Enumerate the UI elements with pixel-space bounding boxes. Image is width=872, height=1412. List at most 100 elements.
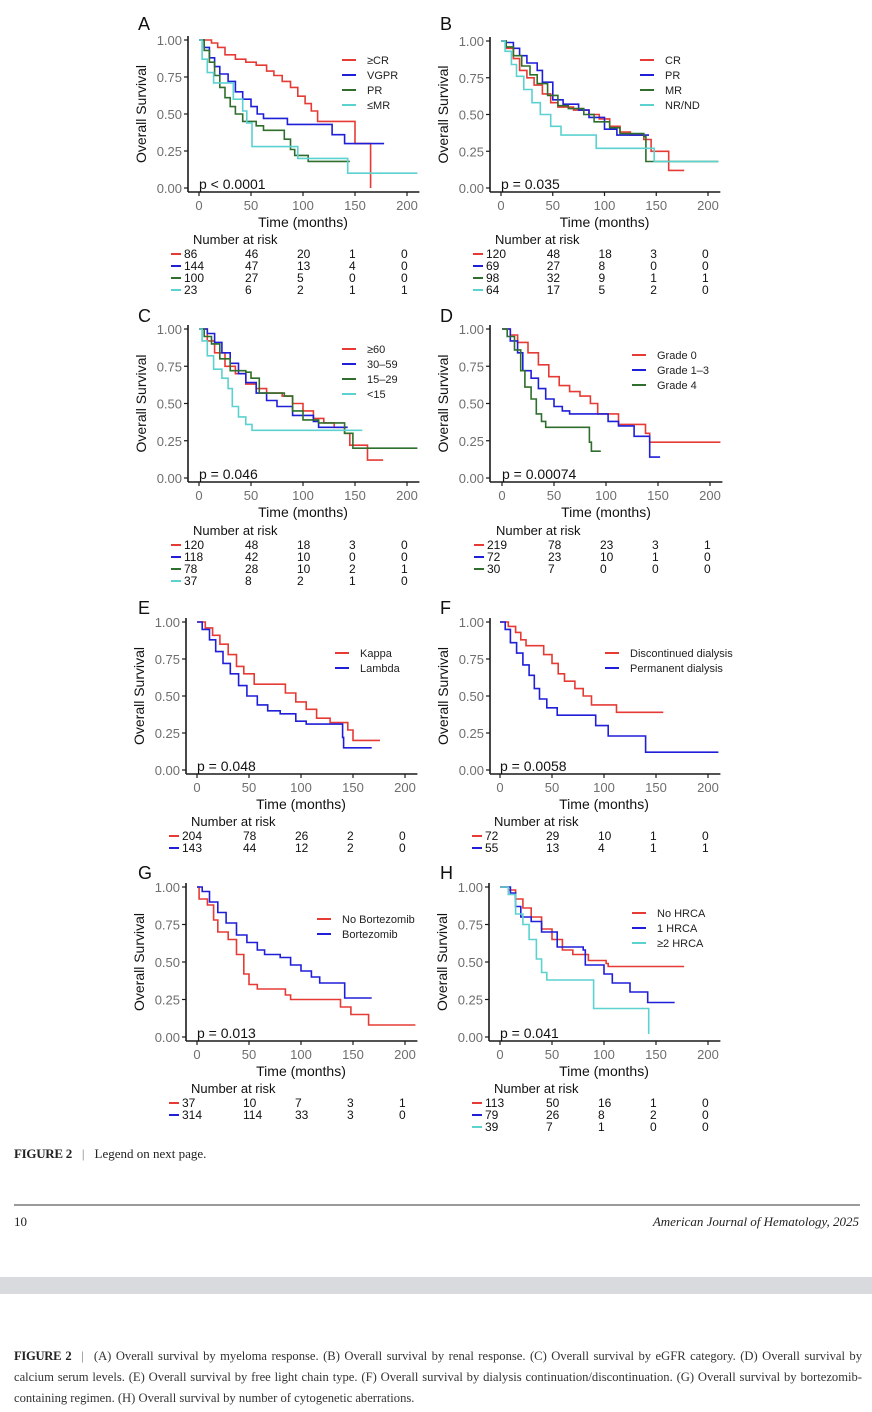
risk-count: 1	[349, 574, 356, 588]
risk-count: 55	[485, 841, 499, 855]
y-tick-label: 0.50	[459, 108, 484, 123]
separator: |	[81, 1146, 85, 1161]
risk-count: 0	[702, 1120, 709, 1134]
y-tick-label: 0.75	[157, 70, 182, 85]
x-tick-label: 50	[547, 488, 561, 503]
risk-count: 13	[297, 259, 311, 273]
figure-note: Legend on next page.	[94, 1146, 207, 1161]
km-curve-h-2	[500, 886, 650, 1034]
km-curve-d-1	[502, 328, 661, 458]
y-tick-label: 0.75	[459, 71, 484, 86]
risk-count: 0	[702, 247, 709, 261]
risk-count: 10	[297, 562, 311, 576]
y-tick-label: 1.00	[155, 615, 180, 630]
panel-label: G	[138, 863, 152, 883]
x-tick-label: 200	[394, 780, 416, 795]
km-panel-h: H0.000.250.500.751.000 50 100 150 200Overall…	[434, 863, 721, 1134]
km-panel-b: B0.000.250.500.751.000 50 100 150 200Overall…	[435, 14, 721, 297]
x-tick-label: 200	[394, 1047, 416, 1062]
km-panel-g: G0.000.250.500.751.000 50 100 150 200Overall…	[131, 863, 418, 1122]
risk-count: 46	[245, 247, 259, 261]
panel-label: B	[440, 14, 452, 34]
panel-label: C	[138, 306, 151, 326]
y-tick-label: 0.25	[459, 726, 484, 741]
risk-count: 4	[349, 259, 356, 273]
p-value-label: p = 0.00074	[502, 466, 577, 482]
y-tick-label: 0.75	[459, 652, 484, 667]
km-curve-g-1	[197, 886, 372, 999]
x-tick-label: 0	[195, 198, 202, 213]
risk-count: 26	[295, 829, 309, 843]
risk-count: 50	[546, 1096, 560, 1110]
x-tick-label: 0	[498, 488, 505, 503]
x-tick-label: 200	[396, 488, 418, 503]
x-tick-label: 150	[645, 780, 667, 795]
risk-count: 23	[548, 550, 562, 564]
y-tick-label: 0.50	[155, 955, 180, 970]
risk-count: 10	[243, 1096, 257, 1110]
risk-count: 3	[349, 538, 356, 552]
risk-count: 8	[598, 1108, 605, 1122]
km-curve-b-1	[501, 40, 649, 136]
risk-count: 2	[349, 562, 356, 576]
risk-count: 2	[347, 829, 354, 843]
legend-label: ≥2 HRCA	[657, 938, 704, 950]
risk-count: 7	[295, 1096, 302, 1110]
x-tick-label: 0	[497, 198, 504, 213]
risk-count: 78	[548, 538, 562, 552]
y-tick-label: 0.00	[459, 763, 484, 778]
figure-caption: FIGURE 2 | (A) Overall survival by myeloma…	[14, 1346, 862, 1409]
risk-count: 1	[650, 1096, 657, 1110]
panel-label: F	[440, 598, 451, 618]
risk-count: 0	[702, 829, 709, 843]
x-tick-label: 100	[593, 780, 615, 795]
legend-label: 15–29	[367, 374, 398, 386]
risk-count: 100	[184, 271, 204, 285]
risk-count: 2	[297, 283, 304, 297]
risk-count: 120	[184, 538, 204, 552]
km-panel-d: D0.000.250.500.751.000 50 100 150 200Overall…	[435, 306, 723, 576]
p-value-label: p = 0.0058	[500, 758, 567, 774]
risk-count: 6	[245, 283, 252, 297]
y-tick-label: 0.25	[155, 726, 180, 741]
risk-count: 48	[245, 538, 259, 552]
risk-count: 219	[487, 538, 507, 552]
risk-count: 32	[547, 271, 561, 285]
x-tick-label: 100	[292, 198, 314, 213]
risk-count: 30	[487, 562, 501, 576]
legend-label: Kappa	[360, 648, 393, 660]
risk-count: 1	[598, 1120, 605, 1134]
y-tick-label: 0.75	[155, 918, 180, 933]
risk-count: 78	[243, 829, 257, 843]
risk-count: 64	[486, 283, 500, 297]
km-curve-a-2	[199, 39, 350, 163]
legend-label: No HRCA	[657, 908, 706, 920]
y-tick-label: 1.00	[157, 33, 182, 48]
risk-count: 86	[184, 247, 198, 261]
risk-count: 0	[702, 1096, 709, 1110]
km-curve-b-2	[501, 40, 719, 163]
risk-count: 0	[600, 562, 607, 576]
risk-count: 8	[599, 259, 606, 273]
x-tick-label: 0	[195, 488, 202, 503]
legend-label: 30–59	[367, 359, 398, 371]
risk-count: 5	[297, 271, 304, 285]
y-tick-label: 1.00	[459, 34, 484, 49]
risk-count: 23	[600, 538, 614, 552]
risk-count: 2	[650, 1108, 657, 1122]
y-tick-label: 0.75	[155, 652, 180, 667]
km-panel-c: C0.000.250.500.751.000 50 100 150 200Overall…	[133, 306, 420, 588]
km-curve-f-0	[500, 621, 664, 714]
risk-count: 3	[652, 538, 659, 552]
y-tick-label: 0.75	[459, 359, 484, 374]
risk-count: 79	[485, 1108, 499, 1122]
p-value-label: p < 0.0001	[199, 176, 266, 192]
risk-count: 1	[650, 841, 657, 855]
risk-count: 13	[546, 841, 560, 855]
risk-table-title: Number at risk	[191, 814, 276, 829]
km-curve-f-1	[500, 621, 719, 753]
km-curve-a-3	[199, 39, 418, 174]
y-tick-label: 0.25	[459, 434, 484, 449]
risk-count: 72	[485, 829, 499, 843]
legend-label: No Bortezomib	[342, 914, 415, 926]
